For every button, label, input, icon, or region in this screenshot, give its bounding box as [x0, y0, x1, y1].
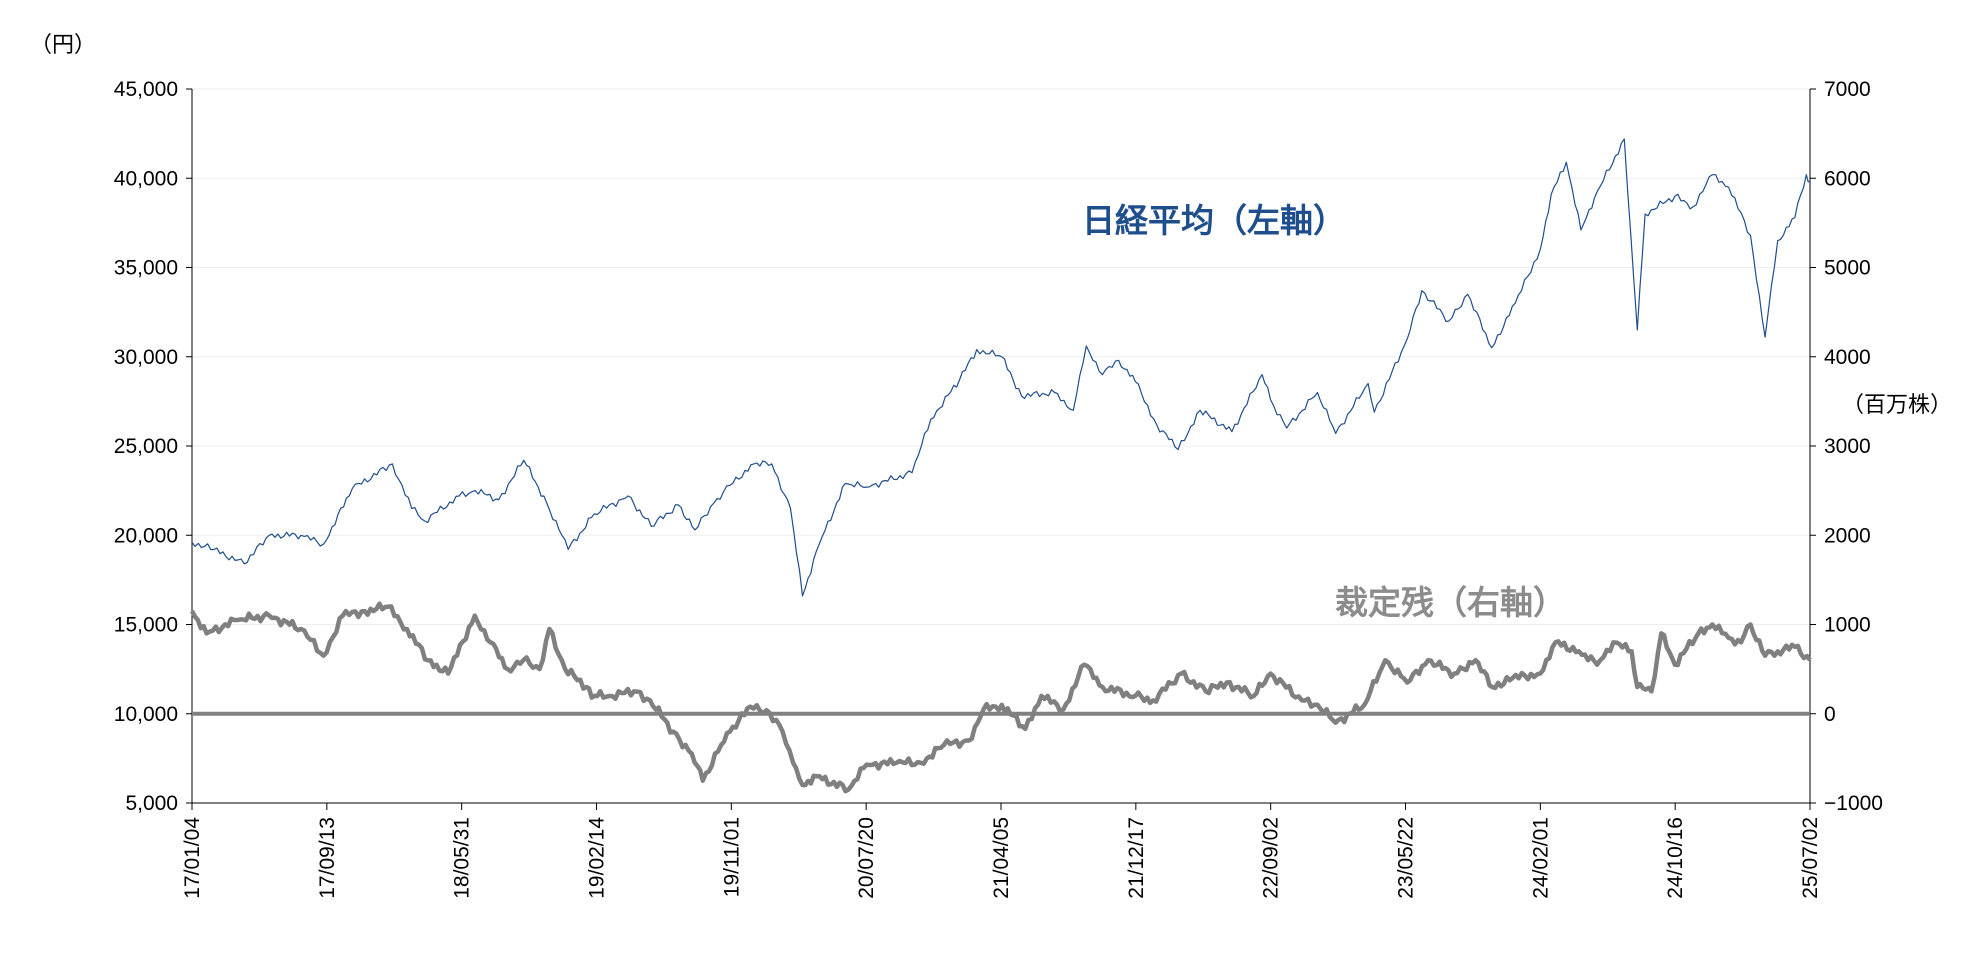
- left-tick-label: 45,000: [114, 78, 178, 101]
- left-tick-label: 5,000: [125, 792, 178, 815]
- left-tick-label: 20,000: [114, 524, 178, 547]
- x-tick-label: 21/04/05: [990, 817, 1013, 899]
- x-tick-label: 19/02/14: [586, 817, 609, 899]
- left-tick-label: 25,000: [114, 435, 178, 458]
- left-tick-label: 35,000: [114, 257, 178, 280]
- left-tick-label: 40,000: [114, 167, 178, 190]
- left-tick-label: 30,000: [114, 346, 178, 369]
- x-tick-label: 18/05/31: [451, 817, 474, 899]
- right-tick-label: 3000: [1824, 435, 1871, 458]
- series-layer: [190, 138, 1812, 794]
- arbitrage-line: [190, 601, 1812, 794]
- x-tick-label: 21/12/17: [1125, 817, 1148, 899]
- gridlines: [192, 88, 1810, 715]
- x-tick-label: 24/02/01: [1529, 817, 1552, 899]
- right-tick-label: 2000: [1824, 524, 1871, 547]
- axes: 45,000 40,000 35,000 30,000 25,000 20,000 15,0…: [114, 78, 1883, 899]
- right-tick-label: 7000: [1824, 78, 1871, 101]
- x-tick-label: 24/10/16: [1664, 817, 1687, 899]
- x-tick-label: 23/05/22: [1395, 817, 1418, 899]
- x-tick-label: 17/01/04: [181, 817, 204, 899]
- nikkei-annotation: 日経平均（左軸）: [1082, 201, 1346, 240]
- arbitrage-annotation: 裁定残（右軸）: [1335, 583, 1566, 622]
- nikkei-line: [191, 138, 1810, 597]
- right-tick-label: −1000: [1824, 792, 1883, 815]
- x-tick-label: 20/07/20: [855, 817, 878, 899]
- x-tick-label: 17/09/13: [316, 817, 339, 899]
- right-tick-label: 0: [1824, 703, 1836, 726]
- x-tick-label: 19/11/01: [720, 817, 743, 897]
- right-tick-label: 1000: [1824, 614, 1871, 637]
- x-tick-label: 25/07/02: [1799, 817, 1822, 899]
- left-tick-label: 10,000: [114, 703, 178, 726]
- x-tick-label: 22/09/02: [1260, 817, 1283, 899]
- left-tick-label: 15,000: [114, 614, 178, 637]
- right-tick-label: 6000: [1824, 167, 1871, 190]
- left-axis-unit: （円）: [30, 33, 96, 58]
- right-axis-unit: （百万株）: [1842, 393, 1952, 418]
- right-tick-label: 5000: [1824, 257, 1871, 280]
- right-tick-label: 4000: [1824, 346, 1871, 369]
